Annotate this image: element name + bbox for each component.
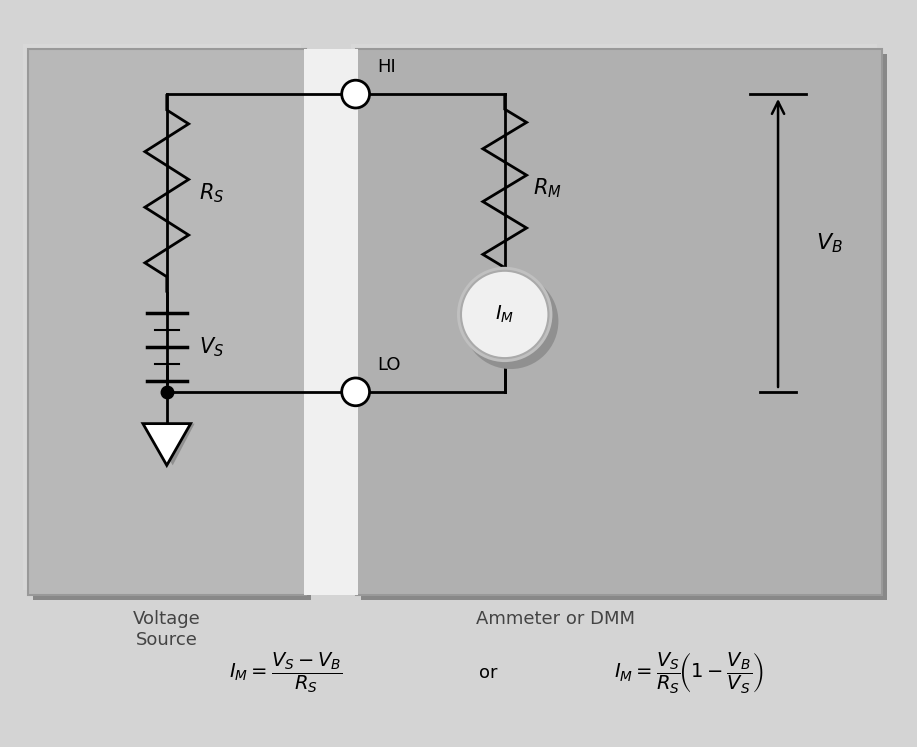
Text: HI: HI	[378, 58, 396, 76]
Text: or: or	[479, 664, 497, 682]
Polygon shape	[143, 424, 191, 465]
FancyBboxPatch shape	[360, 55, 888, 601]
FancyBboxPatch shape	[28, 49, 306, 595]
Text: $I_M = \dfrac{V_S - V_B}{R_S}$: $I_M = \dfrac{V_S - V_B}{R_S}$	[229, 651, 343, 695]
Text: Ammeter or DMM: Ammeter or DMM	[476, 610, 635, 628]
FancyBboxPatch shape	[350, 45, 878, 590]
Text: LO: LO	[378, 356, 401, 374]
FancyBboxPatch shape	[33, 55, 311, 601]
Circle shape	[461, 270, 548, 358]
Circle shape	[342, 378, 370, 406]
Text: $I_M = \dfrac{V_S}{R_S}\!\left(1 - \dfrac{V_B}{V_S}\right)$: $I_M = \dfrac{V_S}{R_S}\!\left(1 - \dfra…	[613, 650, 764, 695]
Text: $R_M$: $R_M$	[533, 176, 561, 200]
Polygon shape	[147, 424, 194, 465]
FancyBboxPatch shape	[23, 45, 301, 590]
FancyBboxPatch shape	[356, 49, 882, 595]
FancyBboxPatch shape	[304, 49, 358, 595]
Circle shape	[463, 273, 558, 369]
Text: Voltage
Source: Voltage Source	[133, 610, 201, 649]
Text: $R_S$: $R_S$	[199, 182, 224, 205]
Text: $V_S$: $V_S$	[199, 335, 224, 359]
Text: $V_B$: $V_B$	[816, 231, 843, 255]
Text: $I_M$: $I_M$	[495, 304, 514, 325]
Circle shape	[342, 80, 370, 108]
Circle shape	[457, 267, 552, 362]
